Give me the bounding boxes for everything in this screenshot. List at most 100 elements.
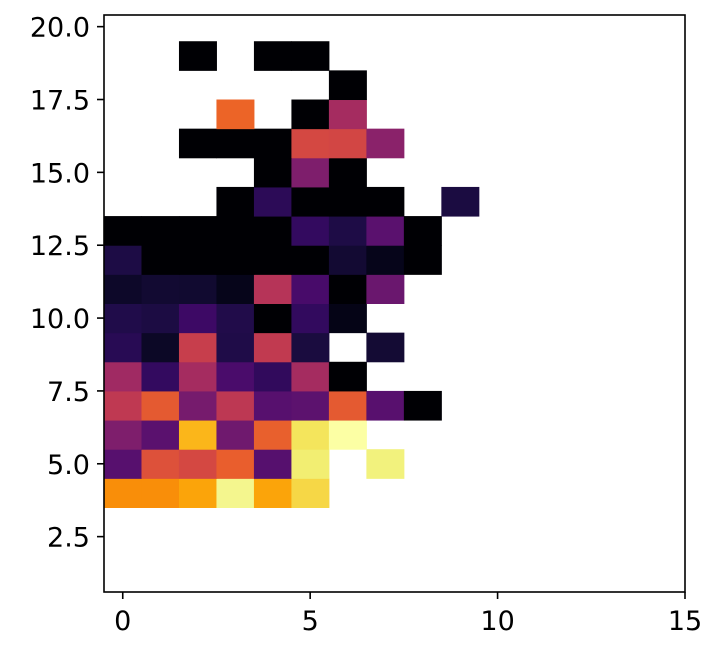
heatmap-cell (253, 390, 292, 421)
heatmap-cell (253, 361, 292, 392)
heatmap-cell (253, 478, 292, 508)
heatmap-cell (291, 274, 330, 304)
heatmap-cell (366, 332, 405, 363)
heatmap-cell (291, 245, 330, 275)
heatmap-cell (253, 216, 292, 246)
heatmap-cell (253, 274, 292, 304)
heatmap-cell (104, 478, 142, 508)
heatmap-cell (141, 303, 180, 334)
heatmap-cell (141, 274, 180, 304)
y-tick-label: 5.0 (47, 450, 90, 481)
heatmap-cell (253, 128, 292, 159)
heatmap-cell (216, 303, 255, 334)
heatmap-cell (178, 274, 217, 304)
heatmap-cell (178, 449, 217, 479)
heatmap-cell (216, 361, 255, 392)
heatmap-cell (216, 390, 255, 421)
heatmap-cell (141, 245, 180, 275)
heatmap-cell (441, 186, 480, 217)
heatmap-cell (216, 420, 255, 450)
y-tick-label: 7.5 (47, 377, 90, 408)
heatmap-cell (291, 449, 330, 479)
heatmap-cell (104, 420, 142, 450)
heatmap-cell (104, 449, 142, 479)
heatmap-cell (178, 128, 217, 159)
heatmap-cell (178, 245, 217, 275)
heatmap-cell (141, 420, 180, 450)
heatmap-cell (141, 361, 180, 392)
heatmap-cell (328, 390, 367, 421)
heatmap-cell (178, 420, 217, 450)
heatmap-cell (178, 390, 217, 421)
y-tick-label: 2.5 (47, 523, 90, 554)
heatmap-cell (216, 245, 255, 275)
heatmap-cell (291, 478, 330, 508)
heatmap-cell (328, 70, 367, 101)
heatmap-cell (366, 128, 405, 159)
heatmap-cell (291, 128, 330, 159)
heatmap-cell (366, 449, 405, 479)
heatmap-cell (291, 216, 330, 246)
heatmap-cell (178, 478, 217, 508)
heatmap-cell (328, 420, 367, 450)
heatmap-cell (291, 186, 330, 217)
heatmap-cell (178, 41, 217, 71)
heatmap-cell (104, 216, 142, 246)
heatmap-cell (328, 99, 367, 130)
heatmap-cell (403, 216, 442, 246)
y-tick-label: 20.0 (30, 13, 90, 44)
heatmap-cell (216, 216, 255, 246)
heatmap-cell (178, 361, 217, 392)
heatmap-cell (253, 449, 292, 479)
heatmap-cell (104, 390, 142, 421)
heatmap-cell (178, 303, 217, 334)
heatmap-cell (328, 245, 367, 275)
heatmap-cell (253, 420, 292, 450)
heatmap-cell (291, 99, 330, 130)
heatmap-cell (216, 99, 255, 130)
heatmap-cell (104, 361, 142, 392)
axes-frame (103, 14, 686, 593)
heatmap-cell (291, 303, 330, 334)
heatmap-cell (291, 390, 330, 421)
heatmap-cell (328, 303, 367, 334)
heatmap-cell (328, 186, 367, 217)
heatmap-cell (291, 420, 330, 450)
heatmap-cell (141, 332, 180, 363)
heatmap-cell (291, 361, 330, 392)
heatmap-cell (403, 245, 442, 275)
heatmap-cell (216, 274, 255, 304)
heatmap-cell (253, 157, 292, 188)
heatmap-cell (178, 332, 217, 363)
y-tick-label: 15.0 (30, 158, 90, 189)
heatmap-cell (366, 186, 405, 217)
heatmap-cell (253, 303, 292, 334)
heatmap-cell (216, 449, 255, 479)
heatmap-cell (253, 245, 292, 275)
heatmap-cell (178, 216, 217, 246)
heatmap-cell (141, 478, 180, 508)
heatmap-cell (141, 216, 180, 246)
heatmap-cell (366, 245, 405, 275)
heatmap-cells (104, 41, 480, 508)
heatmap-cell (253, 332, 292, 363)
heatmap-cell (328, 157, 367, 188)
heatmap-cell (253, 186, 292, 217)
y-tick-label: 12.5 (30, 231, 90, 262)
heatmap-cell (291, 41, 330, 71)
heatmap-cell (104, 332, 142, 363)
heatmap-cell (104, 274, 142, 304)
x-tick-label: 0 (114, 606, 131, 637)
heatmap-cell (328, 274, 367, 304)
heatmap-cell (403, 390, 442, 421)
heatmap-cell (141, 449, 180, 479)
heatmap-cell (253, 41, 292, 71)
heatmap-cell (216, 478, 255, 508)
heatmap-cell (216, 332, 255, 363)
heatmap-cell (291, 157, 330, 188)
x-tick-label: 15 (668, 606, 702, 637)
heatmap-cell (328, 361, 367, 392)
axis-ticks: 0 5 10 15 2.5 5.0 7.5 10.0 12.5 15.0 17.5 20.0 (30, 13, 702, 637)
